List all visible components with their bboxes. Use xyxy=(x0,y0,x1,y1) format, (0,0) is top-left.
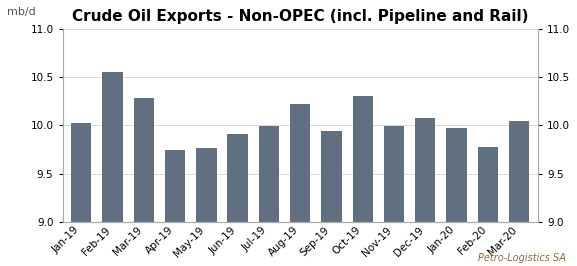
Text: mb/d: mb/d xyxy=(7,7,36,17)
Title: Crude Oil Exports - Non-OPEC (incl. Pipeline and Rail): Crude Oil Exports - Non-OPEC (incl. Pipe… xyxy=(72,9,529,23)
Bar xyxy=(196,148,216,266)
Bar xyxy=(165,150,185,266)
Bar xyxy=(415,118,436,266)
Bar xyxy=(102,72,123,266)
Bar xyxy=(258,126,279,266)
Bar xyxy=(384,126,404,266)
Bar xyxy=(353,95,373,266)
Bar xyxy=(478,147,498,266)
Bar xyxy=(227,134,248,266)
Bar xyxy=(509,121,529,266)
Text: Petro-Logistics SA: Petro-Logistics SA xyxy=(478,253,565,263)
Bar xyxy=(71,123,91,266)
Bar xyxy=(134,98,154,266)
Bar xyxy=(447,128,467,266)
Bar xyxy=(321,131,342,266)
Bar xyxy=(290,104,310,266)
